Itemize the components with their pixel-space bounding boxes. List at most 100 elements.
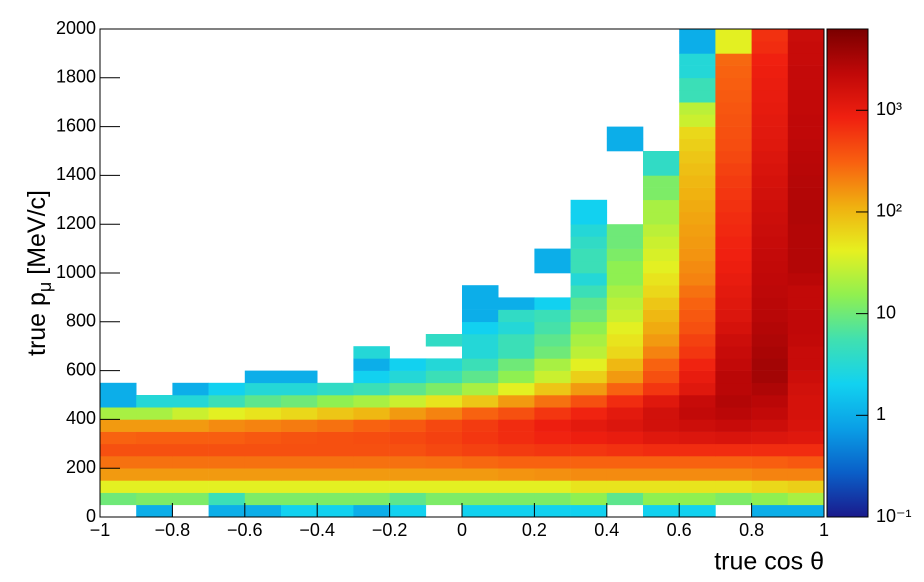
- heatmap-cell: [462, 358, 499, 371]
- heatmap-cell: [787, 443, 825, 457]
- x-tick-label: 0.8: [739, 520, 764, 540]
- heatmap-cell: [498, 358, 535, 371]
- z-tick-label: 1: [876, 404, 886, 424]
- heatmap-cell: [606, 468, 644, 481]
- heatmap-cell: [606, 480, 644, 493]
- heatmap-cell: [751, 297, 789, 310]
- heatmap-cell: [353, 492, 390, 506]
- heatmap-cell: [462, 395, 499, 408]
- heatmap-cell: [715, 395, 752, 408]
- heatmap-cell: [136, 492, 173, 506]
- heatmap-cell: [281, 431, 318, 445]
- heatmap-cell: [679, 395, 716, 408]
- heatmap-cell: [751, 358, 789, 371]
- heatmap-cell: [679, 456, 716, 469]
- heatmap-cell: [715, 370, 752, 384]
- heatmap-cell: [715, 138, 752, 152]
- heatmap-cell: [244, 407, 282, 420]
- heatmap-cell: [100, 456, 137, 469]
- heatmap-cell: [751, 407, 789, 420]
- heatmap-cell: [679, 334, 716, 347]
- heatmap-cell: [787, 138, 825, 152]
- heatmap-cell: [498, 309, 535, 323]
- heatmap-cell: [534, 370, 571, 384]
- heatmap-cell: [751, 443, 789, 457]
- heatmap-cell: [281, 370, 318, 384]
- x-tick-label: 0.6: [667, 520, 692, 540]
- heatmap-cell: [606, 138, 644, 152]
- heatmap-cell: [715, 187, 752, 201]
- heatmap-cell: [751, 199, 789, 213]
- heatmap-cell: [787, 163, 825, 176]
- heatmap-cell: [462, 504, 499, 518]
- heatmap-cell: [534, 419, 571, 432]
- heatmap-cell: [715, 114, 752, 127]
- heatmap-cell: [715, 321, 752, 335]
- heatmap-cell: [172, 395, 209, 408]
- heatmap-cell: [389, 382, 427, 396]
- heatmap-cell: [679, 65, 716, 79]
- heatmap-cell: [136, 431, 173, 445]
- heatmap-cell: [715, 480, 752, 493]
- heatmap-cell: [570, 248, 608, 262]
- heatmap-cell: [643, 431, 680, 445]
- heatmap-cell: [208, 480, 246, 493]
- heatmap-cell: [172, 407, 209, 420]
- heatmap-cell: [606, 309, 644, 323]
- heatmap-cell: [100, 431, 137, 445]
- heatmap-cell: [606, 419, 644, 432]
- heatmap-cell: [136, 443, 173, 457]
- heatmap-cell: [643, 224, 680, 237]
- heatmap-cell: [787, 382, 825, 396]
- heatmap-cell: [787, 53, 825, 66]
- y-axis-title-sub: μ: [35, 282, 55, 292]
- heatmap-cell: [643, 273, 680, 286]
- heatmap-cell: [715, 419, 752, 432]
- heatmap-cell: [679, 443, 716, 457]
- heatmap-cell: [643, 468, 680, 481]
- heatmap-cell: [751, 382, 789, 396]
- heatmap-cell: [679, 212, 716, 225]
- heatmap-cell: [498, 321, 535, 335]
- heatmap-cell: [208, 419, 246, 432]
- heatmap-cell: [643, 309, 680, 323]
- heatmap-cell: [244, 504, 282, 518]
- heatmap-cell: [715, 90, 752, 103]
- heatmap-cell: [751, 90, 789, 103]
- heatmap-cell: [787, 102, 825, 115]
- heatmap-cell: [172, 443, 209, 457]
- heatmap-cell: [643, 346, 680, 359]
- heatmap-cell: [787, 90, 825, 103]
- heatmap-cell: [498, 480, 535, 493]
- y-tick-label: 1400: [56, 164, 96, 184]
- heatmap-cell: [570, 419, 608, 432]
- heatmap-cell: [136, 480, 173, 493]
- heatmap-cell: [643, 199, 680, 213]
- heatmap-cell: [787, 309, 825, 323]
- heatmap-cell: [787, 297, 825, 310]
- heatmap-cell: [570, 395, 608, 408]
- heatmap-cell: [534, 480, 571, 493]
- heatmap-cell: [534, 431, 571, 445]
- heatmap-cell: [751, 346, 789, 359]
- heatmap-cell: [389, 456, 427, 469]
- heatmap-cell: [136, 504, 173, 518]
- heatmap-cell: [534, 346, 571, 359]
- heatmap-cell: [751, 395, 789, 408]
- heatmap-cell: [498, 334, 535, 347]
- heatmap-cell: [751, 102, 789, 115]
- heatmap-cell: [751, 187, 789, 201]
- heatmap-cell: [787, 480, 825, 493]
- heatmap-cell: [570, 212, 608, 225]
- heatmap-cell: [534, 248, 571, 262]
- heatmap-cell: [570, 260, 608, 274]
- heatmap-cell: [498, 407, 535, 420]
- heatmap-cell: [462, 370, 499, 384]
- heatmap-cell: [643, 456, 680, 469]
- heatmap-cell: [244, 431, 282, 445]
- heatmap-cell: [606, 382, 644, 396]
- heatmap-cell: [389, 407, 427, 420]
- heatmap-cell: [715, 407, 752, 420]
- heatmap-cell: [787, 346, 825, 359]
